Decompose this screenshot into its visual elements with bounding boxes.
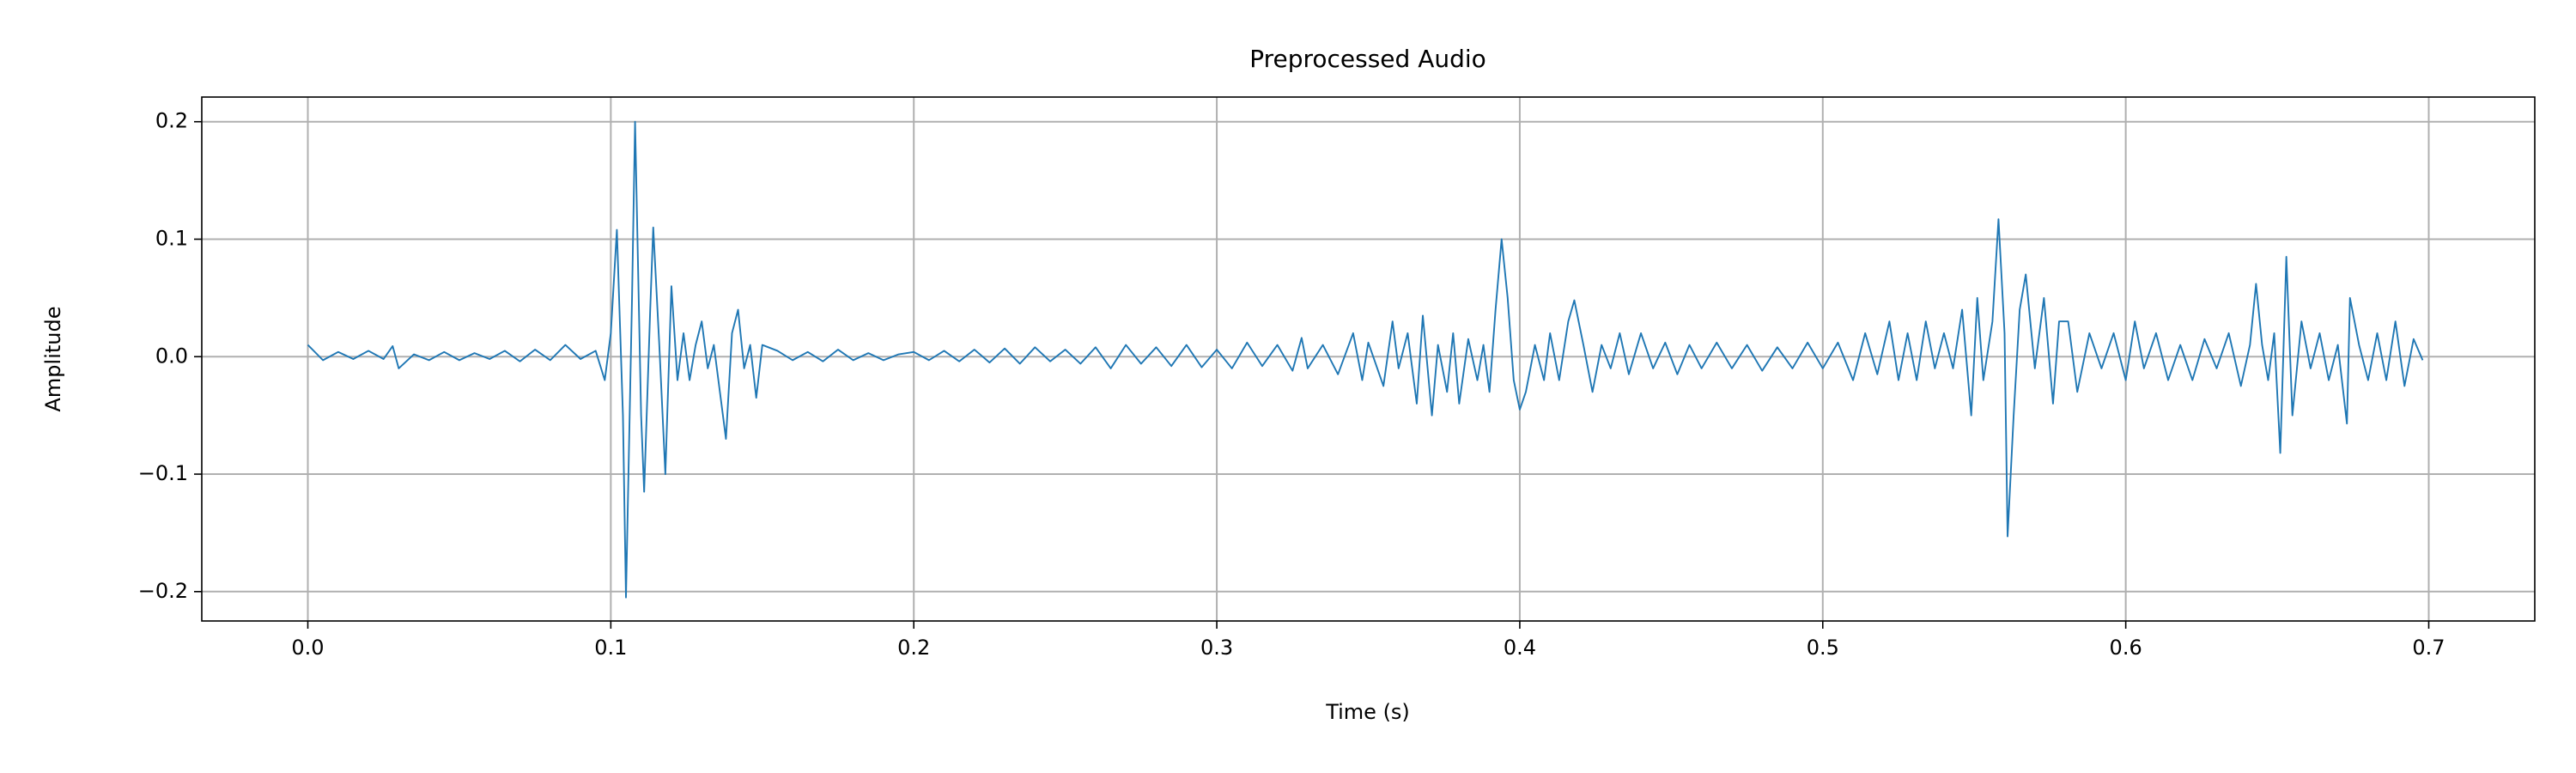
plot-frame	[201, 96, 2536, 622]
x-tick-label: 0.5	[1807, 636, 1839, 660]
x-tick-label: 0.0	[291, 636, 324, 660]
waveform-line	[307, 120, 2424, 599]
x-tick-label: 0.1	[594, 636, 627, 660]
x-tick-label: 0.4	[1504, 636, 1536, 660]
y-tick-label: −0.2	[138, 579, 188, 603]
x-axis-label: Time (s)	[1325, 700, 1410, 724]
y-tick-label: 0.1	[155, 226, 188, 250]
chart-title: Preprocessed Audio	[1249, 45, 1486, 73]
y-axis-label: Amplitude	[41, 307, 65, 412]
x-tick-label: 0.7	[2412, 636, 2445, 660]
x-tick-label: 0.6	[2110, 636, 2142, 660]
x-tick-label: 0.3	[1200, 636, 1233, 660]
y-tick-label: 0.0	[155, 344, 188, 368]
y-tick-label: 0.2	[155, 109, 188, 133]
x-tick-label: 0.2	[897, 636, 930, 660]
y-tick-label: −0.1	[138, 461, 188, 485]
